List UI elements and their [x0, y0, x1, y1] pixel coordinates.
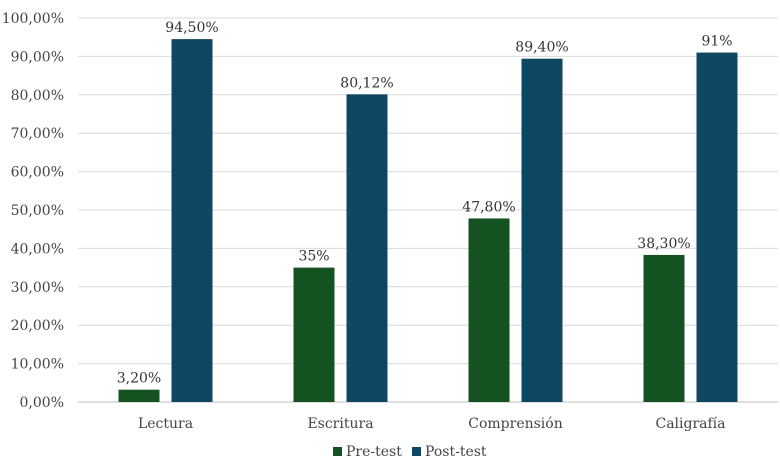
category-label: Escritura [307, 416, 373, 432]
category-label: Caligrafía [655, 416, 725, 432]
y-tick-label: 20,00% [11, 318, 64, 334]
bar-post-test-2 [521, 58, 563, 402]
bar-pre-test-2 [468, 218, 510, 402]
data-label: 3,20% [117, 371, 161, 387]
y-tick-label: 30,00% [11, 280, 64, 296]
y-tick-label: 80,00% [11, 88, 64, 104]
y-tick-label: 90,00% [11, 49, 64, 65]
data-label: 47,80% [462, 199, 515, 215]
data-label: 38,30% [637, 236, 690, 252]
legend: Pre-test Post-test [333, 444, 487, 460]
y-tick-label: 40,00% [11, 241, 64, 257]
data-label: 94,50% [165, 20, 218, 36]
data-labels: 3,20% 94,50% 35% 80,12% 47,80% 89,40% 38,30% 91… [117, 20, 733, 387]
bar-post-test-0 [171, 39, 213, 403]
data-label: 35% [298, 249, 329, 265]
y-tick-label: 60,00% [11, 165, 64, 181]
y-tick-label: 50,00% [11, 203, 64, 219]
y-axis-ticks: 0,00% 10,00% 20,00% 30,00% 40,00% 50,00% 60,00… [2, 11, 64, 411]
bar-pre-test-3 [643, 254, 685, 402]
bar-post-test-1 [346, 94, 388, 402]
category-label: Comprensión [468, 416, 562, 432]
bars [118, 39, 738, 403]
y-tick-label: 0,00% [20, 395, 64, 411]
legend-label: Post-test [425, 444, 487, 460]
legend-swatch-pre-test [333, 447, 342, 456]
category-label: Lectura [138, 416, 193, 432]
y-tick-label: 70,00% [11, 126, 64, 142]
x-axis-categories: Lectura Escritura Comprensión Caligrafía [138, 416, 726, 432]
y-tick-label: 10,00% [11, 357, 64, 373]
bar-pre-test-1 [293, 267, 335, 402]
data-label: 91% [701, 34, 732, 50]
legend-swatch-post-test [412, 447, 421, 456]
data-label: 80,12% [340, 75, 393, 91]
bar-post-test-3 [696, 52, 738, 403]
bar-pre-test-0 [118, 389, 160, 402]
legend-label: Pre-test [346, 444, 402, 460]
data-label: 89,40% [515, 40, 568, 56]
y-tick-label: 100,00% [2, 11, 64, 27]
